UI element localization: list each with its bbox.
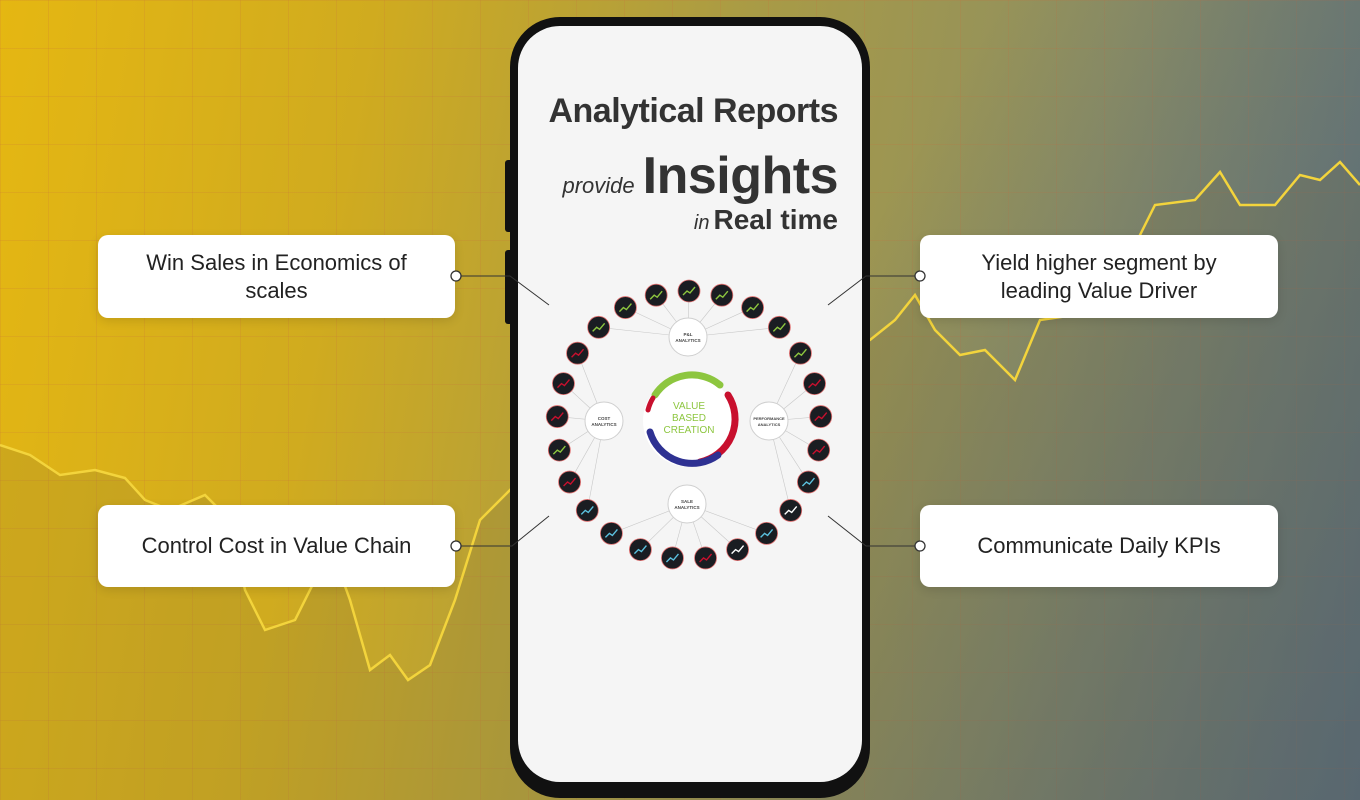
card-win-sales-text: Win Sales in Economics of scales [146, 249, 407, 303]
report-thumbnail-icon [566, 341, 589, 365]
card-yield-higher: Yield higher segment by leading Value Dr… [920, 235, 1278, 318]
card-communicate-kpis-text: Communicate Daily KPIs [977, 533, 1221, 558]
report-thumbnail-icon [661, 546, 684, 570]
report-thumbnail-icon [797, 470, 820, 494]
report-thumbnail-icon [779, 499, 803, 522]
report-thumbnail-icon [614, 296, 637, 319]
center-label-value: VALUE [673, 401, 705, 412]
center-label-based: BASED [672, 413, 706, 424]
headline-line2: provide Insights [518, 146, 862, 206]
hub-sale-analytics: SALE ANALYTICS [667, 484, 707, 524]
report-thumbnail-icon [789, 341, 812, 365]
phone-side-button-top [505, 160, 511, 232]
report-thumbnail-icon [552, 372, 575, 395]
headline-line3: in Real time [518, 204, 862, 236]
report-thumbnail-icon [809, 405, 833, 428]
card-control-cost-text: Control Cost in Value Chain [141, 533, 412, 558]
report-thumbnail-icon [547, 438, 571, 462]
report-thumbnail-icon [677, 279, 701, 303]
hub-pl-label-2: ANALYTICS [675, 338, 700, 343]
headline-real-time: Real time [713, 204, 839, 235]
report-thumbnail-icon [755, 522, 778, 545]
report-thumbnail-icon [767, 315, 791, 339]
center-value-based-creation: VALUE BASED CREATION [643, 371, 739, 467]
hub-perf-label-1: PERFORMANCE [753, 416, 785, 421]
hub-perf-label-2: ANALYTICS [758, 422, 781, 427]
hub-cost-label-2: ANALYTICS [591, 422, 616, 427]
hub-sale-label-1: SALE [681, 499, 693, 504]
hub-pl-label-1: P&L [684, 332, 693, 337]
report-thumbnail-icon [710, 283, 734, 307]
diagram-thumbnail-ring [545, 279, 833, 570]
center-label-creation: CREATION [664, 425, 715, 436]
report-thumbnail-icon [545, 405, 569, 428]
report-thumbnail-icon [587, 315, 611, 339]
card-win-sales: Win Sales in Economics of scales [98, 235, 455, 318]
report-thumbnail-icon [644, 283, 668, 307]
hub-performance-analytics: PERFORMANCE ANALYTICS [749, 401, 789, 441]
hub-cost-analytics: COST ANALYTICS [584, 401, 624, 441]
report-thumbnail-icon [807, 438, 831, 462]
headline-insights: Insights [642, 147, 839, 205]
report-thumbnail-icon [575, 499, 599, 522]
report-thumbnail-icon [600, 522, 623, 545]
report-thumbnail-icon [558, 470, 581, 494]
report-thumbnail-icon [629, 538, 652, 561]
card-control-cost: Control Cost in Value Chain [98, 505, 455, 587]
card-communicate-kpis: Communicate Daily KPIs [920, 505, 1278, 587]
report-thumbnail-icon [694, 546, 717, 570]
hub-cost-label-1: COST [598, 416, 611, 421]
card-yield-higher-text: Yield higher segment by leading Value Dr… [981, 249, 1217, 303]
hub-pl-analytics: P&L ANALYTICS [668, 317, 708, 357]
headline-provide: provide [562, 173, 635, 198]
headline-title: Analytical Reports [548, 92, 838, 130]
hub-sale-label-2: ANALYTICS [674, 505, 699, 510]
headline-in: in [693, 212, 710, 234]
report-thumbnail-icon [741, 296, 764, 319]
report-thumbnail-icon [803, 372, 826, 395]
report-thumbnail-icon [726, 538, 749, 561]
